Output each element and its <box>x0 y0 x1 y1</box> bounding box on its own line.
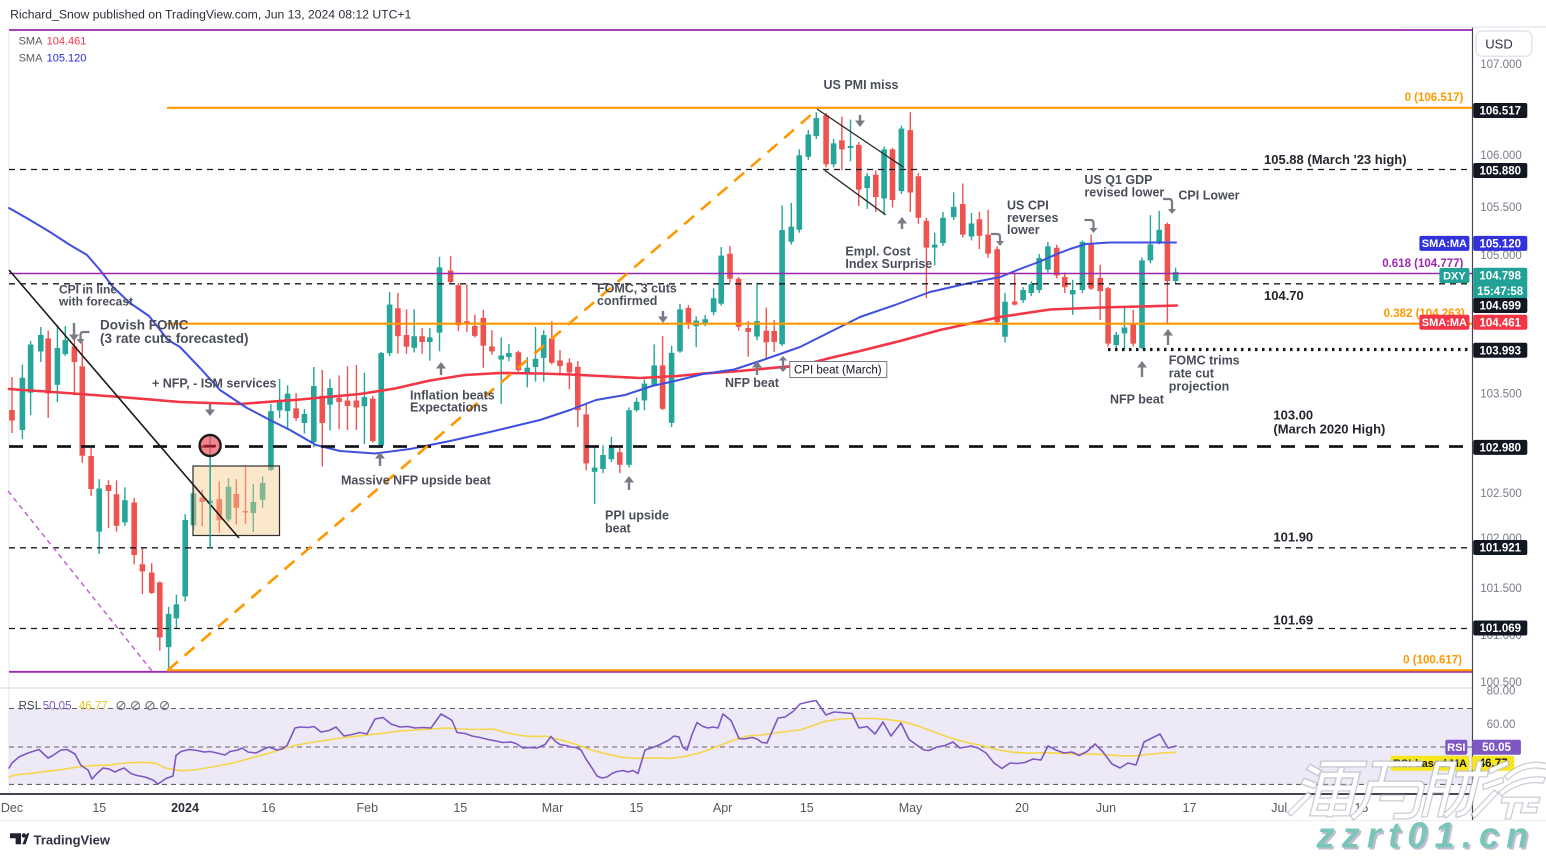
svg-text:Richard_Snow published on Trad: Richard_Snow published on TradingView.co… <box>10 8 411 22</box>
svg-text:15: 15 <box>453 801 467 815</box>
svg-text:0.618 (104.777): 0.618 (104.777) <box>1382 258 1463 270</box>
svg-text:SMA: SMA <box>19 52 43 64</box>
svg-text:Dec: Dec <box>1 801 23 815</box>
svg-text:SMA:MA: SMA:MA <box>1422 238 1467 250</box>
svg-text:105.120: 105.120 <box>47 52 87 64</box>
svg-text:2024: 2024 <box>171 801 199 815</box>
svg-text:103.500: 103.500 <box>1480 389 1522 401</box>
svg-text:US PMI miss: US PMI miss <box>823 78 898 92</box>
svg-text:105.000: 105.000 <box>1480 250 1522 262</box>
svg-text:zzrt01.cn: zzrt01.cn <box>1318 817 1538 857</box>
svg-text:104.461: 104.461 <box>1479 317 1521 329</box>
svg-text:104.461: 104.461 <box>47 35 87 47</box>
svg-text:0 (100.617): 0 (100.617) <box>1403 655 1462 667</box>
svg-text:projection: projection <box>1169 380 1229 394</box>
svg-text:FOMC trims: FOMC trims <box>1169 354 1240 368</box>
svg-text:60.00: 60.00 <box>1487 719 1516 731</box>
svg-text:RSI: RSI <box>1447 742 1465 754</box>
svg-text:Jul: Jul <box>1271 801 1287 815</box>
svg-text:15: 15 <box>92 801 106 815</box>
svg-text:101.90: 101.90 <box>1273 530 1313 545</box>
svg-text:104.70: 104.70 <box>1264 288 1304 303</box>
svg-text:FOMC, 3 cuts: FOMC, 3 cuts <box>597 282 677 296</box>
svg-text:lower: lower <box>1007 223 1040 237</box>
svg-text:confirmed: confirmed <box>597 294 657 308</box>
svg-text:105.880: 105.880 <box>1479 166 1521 178</box>
svg-text:US Q1 GDP: US Q1 GDP <box>1084 173 1152 187</box>
svg-text:Massive NFP upside beat: Massive NFP upside beat <box>341 474 492 488</box>
svg-text:NFP beat: NFP beat <box>725 376 780 390</box>
svg-text:US CPI: US CPI <box>1007 199 1049 213</box>
svg-text:0 (106.517): 0 (106.517) <box>1405 92 1464 104</box>
svg-text:102.980: 102.980 <box>1479 442 1521 454</box>
svg-text:102.500: 102.500 <box>1480 488 1522 500</box>
svg-text:DXY: DXY <box>1443 270 1466 282</box>
svg-text:107.000: 107.000 <box>1480 59 1522 71</box>
svg-text:PPI upside: PPI upside <box>605 509 669 523</box>
svg-text:CPI beat (March): CPI beat (March) <box>794 365 882 377</box>
svg-text:105.120: 105.120 <box>1479 238 1521 250</box>
svg-text:Dovish FOMC: Dovish FOMC <box>100 318 189 333</box>
svg-text:beat: beat <box>605 521 632 535</box>
svg-text:CPI in line: CPI in line <box>59 283 117 297</box>
svg-text:rate cut: rate cut <box>1169 367 1215 381</box>
svg-text:16: 16 <box>262 801 276 815</box>
svg-text:15: 15 <box>629 801 643 815</box>
svg-text:revised lower: revised lower <box>1084 185 1164 199</box>
svg-text:Feb: Feb <box>357 801 379 815</box>
svg-text:15: 15 <box>800 801 814 815</box>
svg-text:with forecast: with forecast <box>58 295 133 309</box>
svg-text:+ NFP, - ISM services: + NFP, - ISM services <box>152 377 277 391</box>
svg-text:101.500: 101.500 <box>1480 583 1522 595</box>
svg-text:SMA:MA: SMA:MA <box>1422 317 1467 329</box>
svg-text:20: 20 <box>1015 801 1029 815</box>
svg-text:101.921: 101.921 <box>1479 543 1521 555</box>
svg-text:101.069: 101.069 <box>1479 623 1521 635</box>
svg-text:106.517: 106.517 <box>1479 106 1521 118</box>
svg-text:NFP beat: NFP beat <box>1110 393 1165 407</box>
svg-text:RSI: RSI <box>19 701 38 713</box>
svg-text:104.798: 104.798 <box>1479 271 1521 283</box>
svg-text:USD: USD <box>1485 36 1512 51</box>
svg-text:Index Surprise: Index Surprise <box>845 257 932 271</box>
svg-text:May: May <box>899 801 923 815</box>
svg-text:50.05: 50.05 <box>43 701 72 713</box>
svg-text:17: 17 <box>1183 801 1197 815</box>
svg-text:106.000: 106.000 <box>1480 150 1522 162</box>
svg-text:Expectations: Expectations <box>410 401 488 415</box>
svg-text:zzrt01.cn: zzrt01.cn <box>1316 815 1536 856</box>
svg-text:TradingView: TradingView <box>34 832 111 847</box>
svg-text:Empl. Cost: Empl. Cost <box>845 245 911 259</box>
svg-text:(3 rate cuts forecasted): (3 rate cuts forecasted) <box>100 331 249 346</box>
svg-text:103.993: 103.993 <box>1479 345 1521 357</box>
svg-text:Jun: Jun <box>1096 801 1116 815</box>
svg-text:(March 2020 High): (March 2020 High) <box>1273 422 1385 437</box>
svg-text:103.00: 103.00 <box>1273 408 1313 423</box>
svg-text:101.69: 101.69 <box>1273 613 1313 628</box>
svg-text:Apr: Apr <box>713 801 732 815</box>
svg-text:Inflation beats: Inflation beats <box>410 389 495 403</box>
svg-text:80.00: 80.00 <box>1487 686 1516 698</box>
svg-text:104.699: 104.699 <box>1479 301 1521 313</box>
svg-text:SMA: SMA <box>19 35 43 47</box>
svg-text:50.05: 50.05 <box>1482 742 1511 754</box>
svg-text:100.500: 100.500 <box>1480 677 1522 689</box>
svg-text:CPI Lower: CPI Lower <box>1178 188 1239 202</box>
svg-text:15:47:58: 15:47:58 <box>1477 286 1524 298</box>
svg-text:reverses: reverses <box>1007 211 1058 225</box>
svg-text:105.88 (March '23 high): 105.88 (March '23 high) <box>1264 152 1407 167</box>
svg-text:105.500: 105.500 <box>1480 202 1522 214</box>
svg-text:46.77: 46.77 <box>79 701 108 713</box>
svg-text:Mar: Mar <box>542 801 564 815</box>
